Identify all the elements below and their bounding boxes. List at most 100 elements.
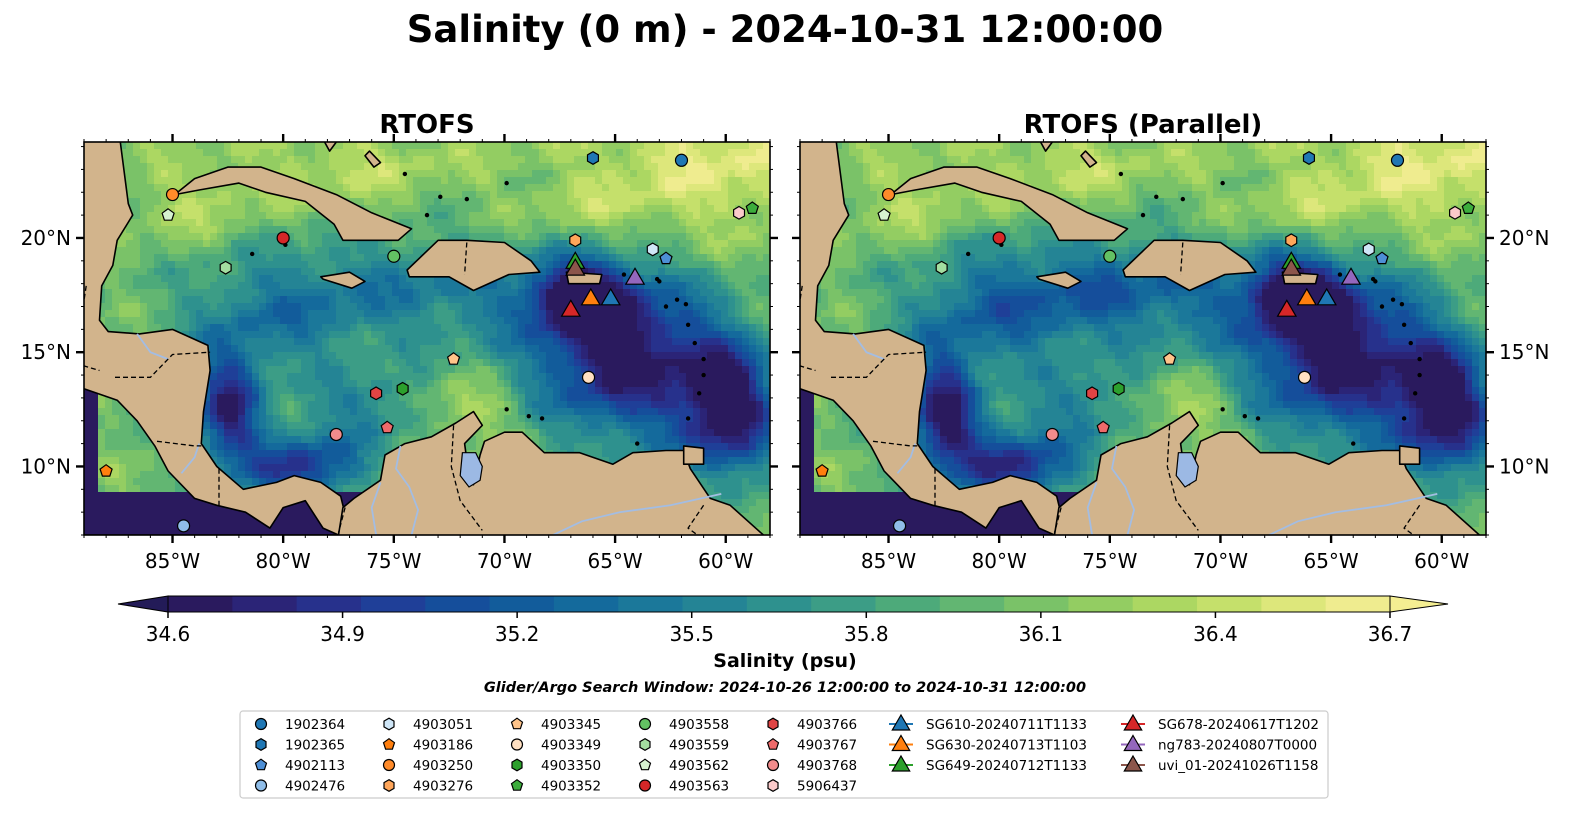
marker-4902476: [176, 519, 191, 533]
legend-item: 4903276: [383, 779, 473, 795]
map-panels: RTOFS 85°W 80°W 75°W 70°W 65°W 60°W 10°N 15°N 20°…: [21, 99, 1550, 573]
legend-label: 4903051: [413, 717, 473, 733]
marker-4903562: [877, 208, 891, 221]
landmass-trinidad: [1398, 445, 1421, 466]
legend-item: ng783-20240807T0000: [1121, 734, 1317, 754]
small-island: [674, 297, 680, 302]
river: [1268, 493, 1438, 535]
landmass-southAm: [84, 410, 765, 535]
colorbar-segment: [425, 596, 491, 612]
small-island: [1390, 297, 1396, 302]
marker-SG630-20240713T1103: [580, 287, 602, 306]
small-island: [464, 196, 470, 202]
country-border: [831, 351, 927, 378]
marker-5906437: [732, 205, 746, 220]
small-island: [1399, 302, 1405, 307]
marker-SG610-20240711T1133: [1316, 287, 1337, 306]
colorbar-segment: [553, 596, 619, 612]
marker-4903563: [276, 231, 290, 245]
marker-4903558: [387, 249, 401, 263]
small-island: [1412, 391, 1418, 396]
x-tick-label: 75°W: [1082, 549, 1137, 573]
small-island: [1255, 416, 1261, 421]
x-tick-label: 80°W: [972, 549, 1027, 573]
legend-marker-hexagon: [255, 738, 267, 751]
small-island: [635, 441, 640, 446]
legend: 1902364 1902365 4902113 4902476 4903051 49031…: [239, 710, 1329, 799]
river: [370, 482, 382, 535]
legend-label: 4903562: [669, 758, 729, 774]
landmass-central: [84, 142, 346, 535]
marker-SG678-20240617T1202: [560, 299, 582, 317]
landmass-central: [800, 142, 1062, 535]
legend-item: SG678-20240617T1202: [1121, 713, 1319, 733]
legend-item: 1902364: [254, 717, 345, 733]
marker-4903186: [815, 463, 829, 477]
river: [852, 333, 885, 360]
small-island: [526, 413, 531, 419]
small-island: [1401, 416, 1407, 421]
x-tick-label: 60°W: [698, 549, 753, 573]
x-tick-label: 65°W: [1303, 549, 1358, 573]
river: [552, 493, 722, 535]
legend-label: uvi_01-20241026T1158: [1158, 758, 1318, 774]
legend-marker-pentagon: [510, 717, 524, 730]
x-tick-label: 60°W: [1414, 549, 1469, 573]
small-island: [685, 416, 691, 421]
y-tick-label: 15°N: [1499, 340, 1549, 364]
small-island: [663, 304, 669, 309]
legend-marker-pentagon: [382, 737, 396, 750]
panel-title: RTOFS: [379, 110, 474, 140]
country-border: [337, 507, 346, 533]
legend-label: 4903559: [669, 738, 729, 754]
marker-1902365: [1302, 151, 1316, 165]
legend-item: 4903768: [766, 758, 857, 774]
small-island: [1140, 212, 1146, 218]
river: [896, 443, 916, 474]
legend-item: 4903766: [767, 717, 857, 733]
small-island: [327, 99, 331, 103]
legend-item: 4903250: [382, 758, 473, 774]
land: [800, 142, 1481, 535]
marker-SG630-20240713T1103: [1296, 287, 1318, 306]
colorbar-segment: [1132, 596, 1198, 612]
country-border: [687, 504, 705, 535]
country-border: [1403, 504, 1421, 535]
legend-item: 4903562: [638, 758, 729, 774]
legend-label: SG630-20240713T1103: [926, 738, 1087, 754]
marker-1902364: [674, 153, 689, 167]
marker-4902113: [659, 251, 673, 265]
marker-4903350: [1112, 381, 1125, 396]
legend-item: 1902365: [255, 738, 345, 754]
marker-ng783-20240807T0000: [624, 267, 646, 285]
lake-maracaibo: [1175, 452, 1199, 488]
landmass-jamaica: [1036, 271, 1082, 290]
legend-item: 4902476: [254, 779, 345, 795]
small-island: [1401, 322, 1407, 327]
legend-item: uvi_01-20241026T1158: [1121, 754, 1318, 774]
colorbar-segment: [1197, 596, 1262, 612]
y-tick-label: 10°N: [1499, 454, 1549, 478]
small-island: [654, 276, 660, 282]
legend-label: 4903558: [669, 717, 729, 733]
legend-marker-hexagon: [767, 779, 779, 792]
legend-marker-hexagon: [639, 738, 651, 751]
legend-marker-circle: [638, 779, 652, 792]
x-tick-label: 85°W: [861, 549, 916, 573]
marker-4903250: [881, 187, 896, 202]
marker-4903276: [1285, 233, 1298, 248]
colorbar-segment: [1004, 596, 1069, 612]
colorbar-tick-label: 34.6: [146, 622, 191, 646]
country-border: [1166, 425, 1199, 531]
legend-marker-triangle: [1123, 713, 1143, 731]
legend-label: 1902364: [285, 717, 345, 733]
marker-4903766: [370, 386, 383, 401]
map-panel-2: RTOFS (Parallel) 85°W 80°W 75°W 70°W 65°W 60°W…: [792, 110, 1549, 573]
colorbar-tick-label: 35.8: [844, 622, 889, 646]
legend-label: 4903345: [541, 717, 601, 733]
marker-4903350: [396, 381, 409, 396]
marker-4903768: [329, 427, 343, 442]
small-island: [701, 356, 706, 362]
country-border: [84, 285, 100, 372]
marker-4903250: [165, 187, 180, 202]
